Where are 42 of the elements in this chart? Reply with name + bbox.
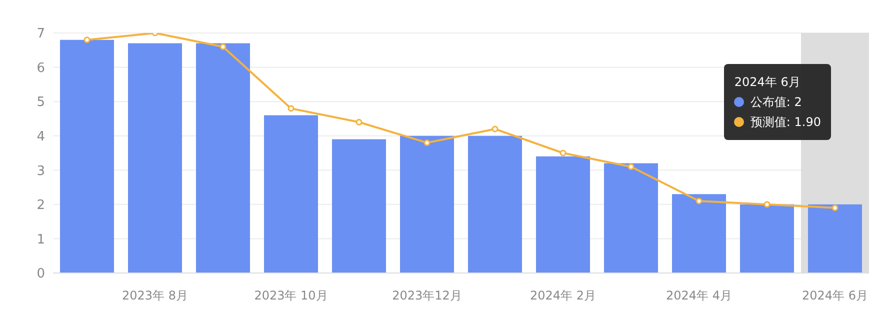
x-tick-label: 2024年 4月 xyxy=(666,288,732,303)
annotation: 1.90 xyxy=(794,115,821,129)
bar xyxy=(536,156,590,273)
y-tick-label: 2 xyxy=(36,198,45,214)
point xyxy=(832,204,838,212)
point xyxy=(764,201,770,208)
y-tick-label: 5 xyxy=(36,95,45,110)
point xyxy=(628,163,634,170)
annotation: 2 xyxy=(794,95,802,109)
x-tick-label: 2023年 10月 xyxy=(254,288,328,303)
bar xyxy=(400,136,454,273)
bar xyxy=(332,139,386,273)
bar xyxy=(672,194,726,273)
point xyxy=(424,139,430,146)
y-tick-label: 1 xyxy=(36,232,45,248)
point xyxy=(696,198,702,204)
annotation: 2024年 6月 xyxy=(734,74,802,91)
point xyxy=(84,36,90,44)
bar xyxy=(128,43,182,273)
point xyxy=(220,43,226,50)
x-tick-label: 2024年 2月 xyxy=(530,288,596,303)
y-tick-label: 4 xyxy=(36,129,45,144)
point xyxy=(288,105,294,112)
point xyxy=(492,126,498,132)
bar xyxy=(264,115,318,273)
bar xyxy=(740,204,794,273)
y-tick-label: 6 xyxy=(36,60,45,76)
legend-label: 预测值: xyxy=(750,115,790,129)
bar xyxy=(60,40,114,273)
bar xyxy=(604,163,658,273)
y-tick-label: 3 xyxy=(36,164,45,179)
bar xyxy=(196,43,250,273)
x-tick-label: 2024年 6月 xyxy=(802,288,868,303)
y-tick-label: 0 xyxy=(36,266,45,282)
point xyxy=(560,150,566,156)
bar xyxy=(808,204,862,273)
y-tick-label: 7 xyxy=(36,26,45,42)
x-tick-label: 2023年 8月 xyxy=(122,288,188,303)
x-tick-label: 2023年12月 xyxy=(392,288,462,303)
bar xyxy=(468,136,522,273)
legend-label: 公布值: xyxy=(750,95,790,109)
point xyxy=(356,118,362,126)
